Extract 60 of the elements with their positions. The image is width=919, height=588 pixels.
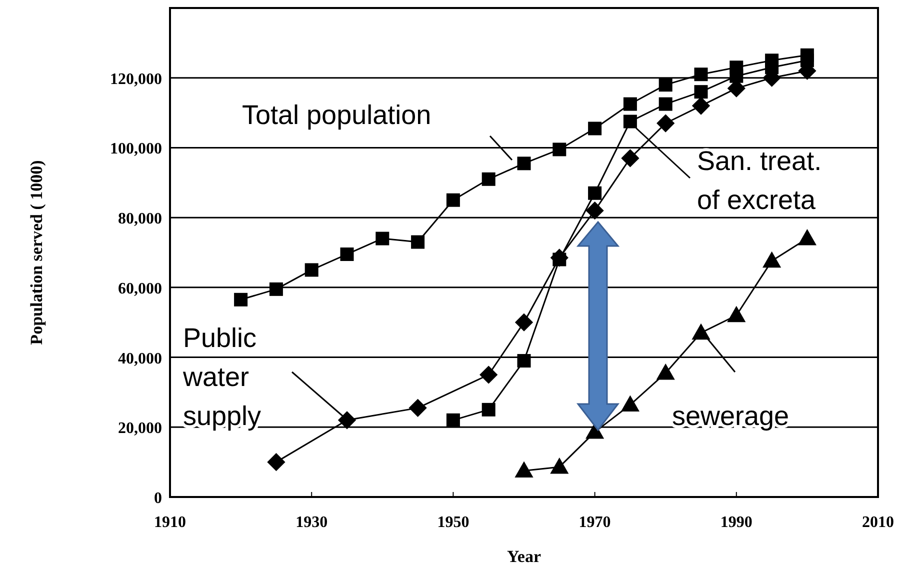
point	[269, 282, 283, 296]
series-label: Public water supply	[182, 323, 262, 431]
point	[482, 402, 496, 416]
point	[588, 122, 602, 136]
x-tick-label: 1990	[720, 514, 752, 531]
point	[340, 247, 354, 261]
point	[482, 172, 496, 186]
point	[267, 453, 285, 471]
point	[550, 248, 568, 266]
y-tick-label: 100,000	[110, 140, 162, 158]
point	[623, 114, 637, 128]
point	[409, 399, 427, 417]
y-tick-label: 120,000	[110, 70, 162, 88]
x-tick-label: 1970	[578, 514, 611, 531]
point	[552, 142, 566, 156]
point	[550, 458, 568, 474]
point	[656, 364, 674, 380]
point	[234, 292, 248, 306]
point	[480, 366, 498, 384]
point	[798, 230, 816, 246]
x-axis-title: Year	[507, 547, 542, 566]
point	[728, 306, 746, 322]
point	[515, 462, 533, 478]
point	[338, 411, 356, 429]
point	[730, 69, 744, 83]
point	[586, 423, 604, 439]
legend-label: San. treat. of excreta	[697, 146, 822, 215]
y-tick-label: 40,000	[118, 350, 162, 368]
point	[656, 114, 674, 132]
y-tick-label: 20,000	[118, 420, 162, 438]
y-tick-label: 60,000	[118, 280, 162, 298]
point	[694, 68, 708, 82]
point	[586, 202, 604, 220]
point	[446, 413, 460, 427]
x-tick-label: 1950	[437, 514, 470, 531]
point	[621, 396, 639, 412]
x-tick-label: 2010	[862, 514, 894, 531]
point	[763, 252, 781, 268]
y-tick-label: 0	[154, 490, 162, 507]
point	[621, 149, 639, 167]
point	[411, 235, 425, 249]
point	[446, 193, 460, 207]
point	[588, 186, 602, 200]
point	[376, 232, 390, 246]
point	[692, 324, 710, 340]
point	[692, 97, 710, 115]
y-axis-title: Population served ( 1000)	[27, 160, 46, 345]
text: Total population	[242, 100, 432, 130]
point	[658, 78, 672, 92]
point	[517, 156, 531, 170]
point	[623, 97, 637, 111]
x-tick-label: 1910	[154, 514, 186, 531]
point	[658, 97, 672, 111]
point	[304, 263, 318, 277]
point	[515, 314, 533, 332]
series-label: sewerage	[672, 401, 790, 431]
point	[694, 85, 708, 99]
x-tick-label: 1930	[296, 514, 328, 531]
point	[517, 354, 531, 368]
y-tick-label: 80,000	[118, 210, 162, 228]
